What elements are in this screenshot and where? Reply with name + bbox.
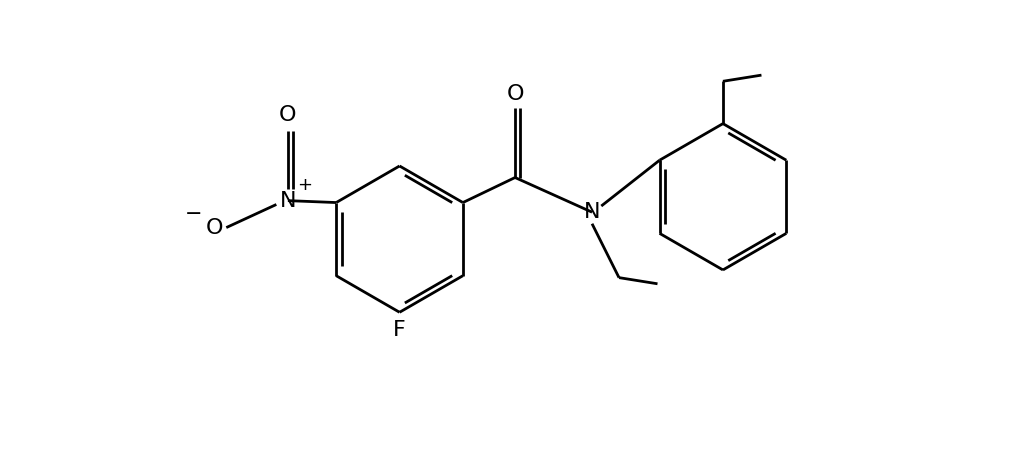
Text: O: O — [206, 218, 223, 237]
Text: −: − — [184, 204, 202, 224]
Text: F: F — [392, 320, 406, 340]
Text: +: + — [298, 176, 312, 194]
Text: O: O — [505, 84, 524, 104]
Text: N: N — [583, 202, 600, 222]
Text: N: N — [279, 191, 296, 211]
Text: O: O — [279, 105, 297, 125]
